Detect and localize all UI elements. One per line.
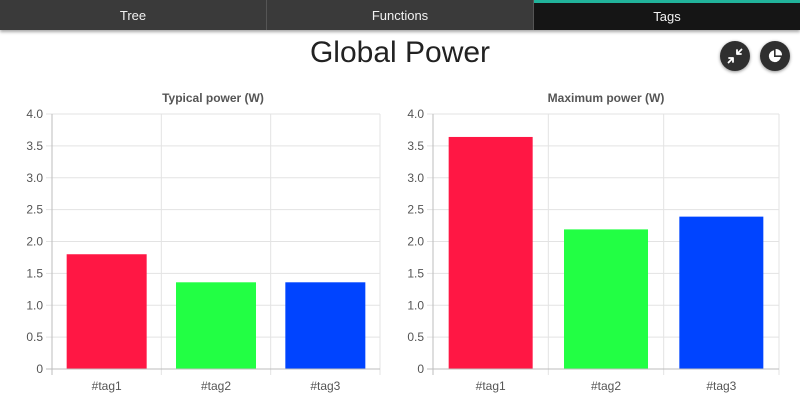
bar-tag1[interactable] (66, 254, 147, 369)
chart-title: Maximum power (W) (548, 91, 665, 105)
tab-tags[interactable]: Tags (534, 0, 800, 30)
x-tick-label: #tag2 (201, 379, 231, 393)
y-tick-label: 2.5 (407, 203, 424, 217)
y-tick-label: 3.0 (407, 171, 424, 185)
bar-tag1[interactable] (448, 136, 533, 369)
tab-tree[interactable]: Tree (0, 0, 267, 30)
y-tick-label: 1.5 (407, 266, 424, 280)
bar-tag3[interactable] (679, 216, 764, 369)
x-tick-label: #tag2 (591, 379, 621, 393)
y-tick-label: 0 (36, 362, 43, 376)
pie-chart-button[interactable] (760, 41, 790, 71)
y-tick-label: 4.0 (26, 107, 43, 121)
y-tick-label: 0.5 (26, 330, 43, 344)
x-tick-label: #tag1 (476, 379, 506, 393)
y-tick-label: 4.0 (407, 107, 424, 121)
y-tick-label: 2.0 (26, 235, 43, 249)
maximum-power-chart-svg: Maximum power (W) 0 0.5 1.0 1.5 2.0 2.5 3.0 3.5 4… (407, 91, 780, 393)
x-tick-label: #tag1 (92, 379, 122, 393)
page-title: Global Power (309, 36, 491, 69)
bar-tag3[interactable] (285, 282, 366, 369)
tab-bar: Tree Functions Tags (0, 0, 800, 30)
tab-functions[interactable]: Functions (267, 0, 534, 30)
bar-tag2[interactable] (176, 282, 256, 369)
pie-chart-icon (768, 48, 783, 63)
chart-title: Typical power (W) (162, 91, 264, 105)
y-tick-label: 1.0 (26, 298, 43, 312)
y-tick-label: 2.0 (407, 235, 424, 249)
typical-power-chart-svg: Typical power (W) 0 0.5 1.0 1.5 2.0 2.5 3.0 3.5 4… (26, 91, 381, 393)
y-tick-label: 1.0 (407, 298, 424, 312)
y-tick-label: 3.5 (407, 139, 424, 153)
y-tick-label: 1.5 (26, 266, 43, 280)
y-tick-label: 0.5 (407, 330, 424, 344)
bar-tag2[interactable] (564, 229, 648, 369)
y-tick-label: 3.0 (26, 171, 43, 185)
collapse-arrows-icon (727, 48, 743, 64)
y-tick-label: 2.5 (26, 203, 43, 217)
maximum-power-chart: Maximum power (W) 0 0.5 1.0 1.5 2.0 2.5 3.0 3.5 4… (400, 88, 800, 400)
y-tick-label: 0 (417, 362, 424, 376)
collapse-button[interactable] (720, 41, 750, 71)
x-tick-label: #tag3 (706, 379, 736, 393)
typical-power-chart: Typical power (W) 0 0.5 1.0 1.5 2.0 2.5 3.0 3.5 4… (0, 88, 395, 400)
y-tick-label: 3.5 (26, 139, 43, 153)
x-tick-label: #tag3 (310, 379, 340, 393)
